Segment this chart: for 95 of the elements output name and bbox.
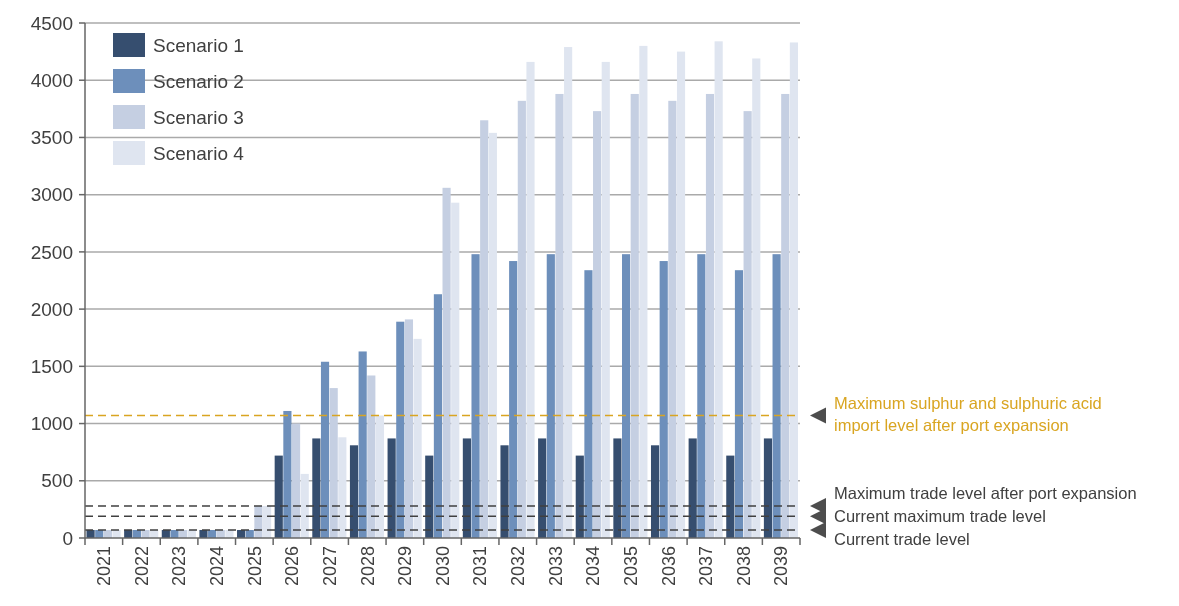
x-tick-label: 2027	[319, 546, 340, 587]
bar	[650, 445, 660, 538]
y-tick-label: 2000	[30, 298, 73, 320]
bar	[517, 100, 526, 538]
bar	[480, 120, 489, 538]
bar	[714, 41, 723, 538]
bar	[500, 445, 509, 538]
bar	[349, 445, 359, 538]
bar	[387, 438, 396, 538]
bar	[697, 254, 706, 538]
ref-line-label: Maximum sulphur and sulphuric acid import level after port expansion	[834, 394, 1102, 435]
bar	[488, 132, 497, 538]
bar	[358, 351, 367, 538]
bar	[772, 254, 781, 538]
x-tick-label: 2032	[508, 546, 529, 587]
legend-label: Scenario 3	[153, 106, 244, 128]
y-tick-label: 4000	[30, 69, 73, 91]
bar	[584, 270, 593, 538]
bar	[555, 93, 564, 538]
bar	[367, 375, 376, 538]
x-tick-label: 2024	[207, 546, 228, 587]
bar	[329, 388, 338, 538]
bar	[564, 47, 573, 538]
y-tick-label: 1500	[30, 355, 73, 377]
x-tick-label: 2033	[545, 546, 566, 587]
bar	[789, 42, 798, 538]
bar	[433, 294, 442, 538]
bar	[471, 254, 480, 538]
bar	[538, 438, 547, 538]
x-tick-label: 2029	[395, 546, 416, 587]
bar	[404, 319, 414, 538]
y-tick-label: 2500	[30, 241, 73, 263]
x-tick-label: 2028	[357, 546, 378, 587]
y-tick-label: 3000	[30, 184, 73, 206]
x-tick-label: 2023	[169, 546, 190, 587]
bar	[451, 202, 460, 538]
bar	[601, 61, 610, 538]
bar	[726, 455, 735, 538]
legend-label: Scenario 1	[153, 34, 244, 56]
bar	[639, 45, 648, 538]
bar	[141, 529, 150, 538]
legend-label: Scenario 2	[153, 70, 244, 92]
bar	[630, 93, 639, 538]
bar	[593, 111, 602, 538]
ref-line-label: Maximum trade level after port expansion	[834, 484, 1137, 503]
bar	[622, 254, 631, 538]
x-tick-label: 2030	[432, 546, 453, 587]
y-tick-label: 0	[62, 527, 73, 549]
x-tick-label: 2031	[470, 546, 491, 587]
bar	[413, 338, 422, 538]
bar	[659, 261, 668, 538]
y-tick-label: 1000	[30, 413, 73, 435]
x-tick-label: 2022	[131, 546, 152, 587]
y-tick-label: 500	[41, 470, 73, 492]
bar	[396, 321, 405, 538]
bar	[546, 254, 555, 538]
bar	[763, 438, 773, 538]
bar	[338, 437, 347, 538]
x-tick-label: 2026	[282, 546, 303, 587]
x-tick-label: 2025	[244, 546, 265, 587]
x-tick-label: 2036	[658, 546, 679, 587]
bar	[291, 423, 301, 538]
bar	[575, 455, 584, 538]
bar	[743, 111, 752, 538]
bar	[170, 529, 179, 538]
bar	[425, 455, 434, 538]
bar	[442, 187, 451, 538]
bar	[509, 261, 518, 538]
ref-line-label: Current maximum trade level	[834, 507, 1046, 526]
bar	[300, 473, 309, 538]
bar	[688, 438, 697, 538]
y-tick-label: 3500	[30, 127, 73, 149]
bar	[613, 438, 622, 538]
x-tick-label: 2034	[583, 546, 604, 587]
bar	[283, 410, 292, 538]
bar	[781, 93, 790, 538]
x-tick-label: 2039	[771, 546, 792, 587]
bar	[274, 455, 283, 538]
legend-label: Scenario 4	[153, 142, 245, 164]
bar	[462, 438, 471, 538]
bar	[320, 361, 330, 538]
bar	[676, 51, 686, 538]
bar	[705, 93, 715, 538]
x-tick-label: 2038	[733, 546, 754, 587]
bar	[734, 270, 744, 538]
ref-line-label: Current trade level	[834, 530, 970, 549]
bar	[312, 438, 321, 538]
bar	[668, 100, 677, 538]
bar	[375, 415, 385, 538]
x-tick-label: 2037	[696, 546, 717, 587]
bar	[526, 61, 535, 538]
bar	[752, 58, 761, 538]
y-tick-label: 4500	[30, 12, 73, 34]
x-tick-label: 2035	[620, 546, 641, 587]
x-tick-label: 2021	[94, 546, 115, 587]
